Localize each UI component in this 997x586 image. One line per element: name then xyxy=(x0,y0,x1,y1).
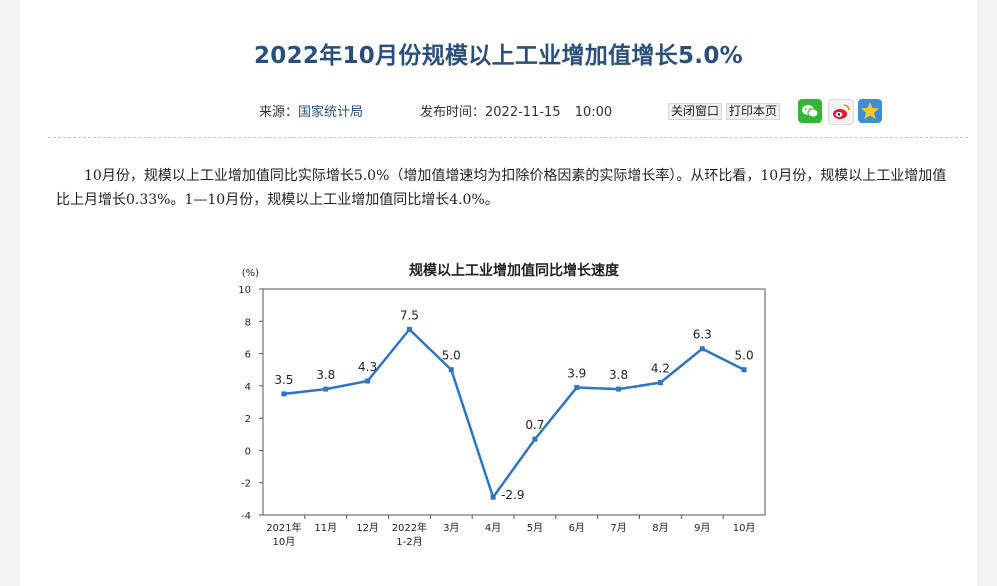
data-label: 3.8 xyxy=(609,368,628,382)
publish-date: 2022-11-15 xyxy=(485,105,561,120)
x-tick-label: 2022年 xyxy=(392,521,427,534)
qzone-icon[interactable] xyxy=(858,99,882,123)
print-page-button[interactable]: 打印本页 xyxy=(726,103,781,120)
wechat-icon[interactable] xyxy=(798,99,822,123)
data-point xyxy=(490,494,496,500)
data-point xyxy=(281,391,287,397)
data-point xyxy=(406,326,412,332)
y-tick-label: 8 xyxy=(245,317,251,328)
data-label: 3.5 xyxy=(274,373,293,387)
publish-label: 发布时间： xyxy=(420,105,486,120)
x-tick-label: 10月 xyxy=(273,536,296,548)
data-point xyxy=(657,380,663,386)
data-label: 3.9 xyxy=(567,366,586,380)
weibo-icon[interactable] xyxy=(828,99,854,125)
x-tick-label: 2021年 xyxy=(266,521,301,534)
data-point xyxy=(365,378,371,384)
source-info: 来源：国家统计局 xyxy=(259,101,363,120)
y-tick-label: -4 xyxy=(241,511,251,522)
data-label: -2.9 xyxy=(501,488,524,502)
data-label: 5.0 xyxy=(735,349,754,363)
data-label: 3.8 xyxy=(316,368,335,382)
close-window-button[interactable]: 关闭窗口 xyxy=(668,103,723,120)
growth-line-chart: 规模以上工业增加值同比增长速度 (%) -4 -2 0 2 4 6 8 10 2021年 10月 11月… xyxy=(238,262,766,548)
data-label: 6.3 xyxy=(693,328,712,342)
data-point xyxy=(699,346,705,352)
data-point xyxy=(323,386,329,392)
y-tick-label: 2 xyxy=(245,414,251,425)
y-axis-unit: (%) xyxy=(242,268,259,279)
data-point xyxy=(741,367,747,373)
data-label: 5.0 xyxy=(442,349,461,363)
source-label: 来源： xyxy=(259,105,299,120)
data-label: 0.7 xyxy=(525,418,544,432)
y-tick-label: 4 xyxy=(245,382,251,393)
series-line xyxy=(283,328,745,499)
data-label: 4.2 xyxy=(651,362,670,376)
y-tick-label: 10 xyxy=(238,285,251,296)
x-tick-label: 9月 xyxy=(694,522,710,534)
x-tick-label: 11月 xyxy=(314,522,337,534)
article-paragraph: 10月份，规模以上工业增加值同比实际增长5.0%（增加值增速均为扣除价格因素的实… xyxy=(56,168,947,208)
publish-info: 发布时间：2022-11-15 10:00 xyxy=(420,101,612,120)
data-point xyxy=(574,384,580,390)
publish-time: 10:00 xyxy=(574,105,613,120)
x-tick-label: 3月 xyxy=(443,522,459,534)
data-point xyxy=(532,436,538,442)
header-divider xyxy=(48,137,968,138)
y-tick-label: -2 xyxy=(241,479,251,490)
source-link[interactable]: 国家统计局 xyxy=(298,105,364,120)
x-tick-label: 4月 xyxy=(485,522,501,534)
plot-frame xyxy=(262,288,766,516)
x-tick-label: 5月 xyxy=(527,522,543,534)
x-tick-label: 1-2月 xyxy=(396,536,422,548)
y-tick-label: 6 xyxy=(245,350,251,361)
x-tick-label: 8月 xyxy=(652,522,668,534)
data-point xyxy=(616,386,622,392)
data-point xyxy=(448,367,454,373)
data-label: 7.5 xyxy=(400,308,419,322)
article-title: 2022年10月份规模以上工业增加值增长5.0% xyxy=(253,43,743,69)
x-tick-label: 12月 xyxy=(356,522,379,534)
x-tick-label: 6月 xyxy=(569,522,585,534)
x-tick-label: 10月 xyxy=(733,522,756,534)
x-tick-label: 7月 xyxy=(610,522,626,534)
data-label: 4.3 xyxy=(358,360,377,374)
article-page: 2022年10月份规模以上工业增加值增长5.0% 来源：国家统计局 发布时间：2… xyxy=(20,0,977,586)
chart-title: 规模以上工业增加值同比增长速度 xyxy=(409,262,620,279)
y-tick-label: 0 xyxy=(245,446,251,457)
